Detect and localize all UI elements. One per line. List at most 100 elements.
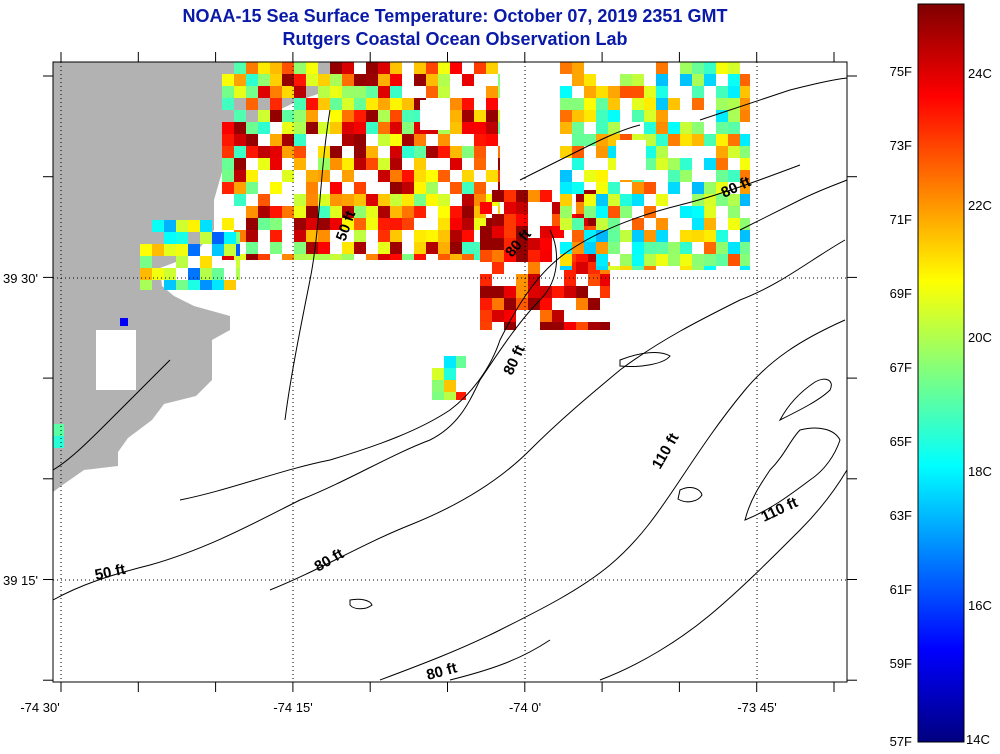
sst-pixel bbox=[176, 280, 188, 290]
sst-pixel bbox=[270, 98, 282, 110]
sst-pixel bbox=[668, 242, 680, 254]
sst-pixel bbox=[716, 230, 728, 242]
sst-pixel bbox=[704, 242, 716, 254]
sst-pixel bbox=[152, 244, 164, 256]
sst-pixel bbox=[294, 254, 306, 260]
sst-pixel bbox=[426, 146, 438, 158]
sst-pixel bbox=[222, 134, 234, 146]
sst-pixel bbox=[480, 238, 492, 250]
sst-pixel bbox=[140, 244, 152, 256]
sst-pixel bbox=[608, 218, 620, 230]
sst-pixel bbox=[608, 182, 620, 194]
sst-pixel bbox=[306, 74, 318, 86]
sst-pixel bbox=[576, 298, 588, 310]
sst-pixel bbox=[438, 194, 450, 206]
sst-pixel bbox=[402, 98, 414, 110]
sst-pixel bbox=[656, 98, 668, 110]
sst-pixel bbox=[588, 274, 600, 286]
colorbar-c-label: 24C bbox=[968, 66, 992, 81]
sst-pixel bbox=[462, 218, 474, 230]
sst-pixel bbox=[306, 182, 318, 194]
sst-pixel bbox=[596, 134, 608, 146]
sst-pixel bbox=[644, 134, 656, 146]
sst-pixel bbox=[270, 158, 282, 170]
sst-pixel bbox=[498, 182, 500, 194]
sst-pixel bbox=[258, 110, 270, 122]
sst-pixel bbox=[294, 230, 306, 242]
sst-pixel bbox=[258, 146, 270, 158]
sst-pixel bbox=[342, 98, 354, 110]
sst-pixel bbox=[318, 86, 330, 98]
sst-pixel bbox=[246, 134, 258, 146]
sst-pixel bbox=[516, 190, 528, 202]
sst-pixel bbox=[632, 86, 644, 98]
sst-pixel bbox=[270, 86, 282, 98]
sst-pixel bbox=[632, 182, 644, 194]
sst-pixel bbox=[596, 206, 608, 218]
sst-pixel bbox=[164, 232, 176, 244]
colorbar-f-labels: 75F 73F 71F 69F 67F 65F 63F 61F 59F 57F bbox=[890, 64, 912, 749]
sst-pixel bbox=[560, 146, 572, 158]
sst-pixel bbox=[258, 194, 270, 206]
sst-pixel bbox=[282, 254, 294, 260]
lat-label: 39 30' bbox=[3, 271, 38, 286]
sst-pixel bbox=[644, 146, 656, 158]
sst-pixel bbox=[224, 232, 236, 244]
sst-pixel bbox=[608, 206, 620, 218]
sst-pixel bbox=[596, 170, 608, 182]
sst-pixel bbox=[572, 146, 584, 158]
sst-pixel bbox=[608, 194, 620, 206]
sst-pixel bbox=[692, 98, 704, 110]
sst-pixel bbox=[584, 230, 596, 242]
sst-pixel bbox=[692, 254, 704, 266]
sst-pixel bbox=[444, 392, 456, 400]
sst-pixel bbox=[740, 182, 750, 194]
sst-pixel bbox=[236, 268, 240, 280]
sst-pixel bbox=[222, 218, 234, 230]
colorbar-f-label: 73F bbox=[890, 138, 912, 153]
sst-pixel bbox=[462, 242, 474, 254]
sst-pixel bbox=[270, 74, 282, 86]
sst-pixel bbox=[462, 122, 474, 134]
sst-pixel bbox=[492, 286, 504, 298]
sst-pixel bbox=[318, 158, 330, 170]
sst-pixel bbox=[318, 254, 330, 260]
sst-pixel bbox=[282, 74, 294, 86]
sst-pixel bbox=[668, 254, 680, 266]
sst-pixel bbox=[222, 98, 234, 110]
map-title: NOAA-15 Sea Surface Temperature: October… bbox=[182, 6, 728, 26]
sst-pixel bbox=[600, 322, 610, 330]
sst-pixel bbox=[572, 110, 584, 122]
sst-pixel bbox=[330, 194, 342, 206]
sst-pixel bbox=[462, 254, 474, 260]
sst-pixel bbox=[152, 220, 164, 232]
sst-pixel bbox=[516, 274, 528, 286]
sst-pixel bbox=[164, 280, 176, 290]
sst-pixel bbox=[330, 254, 342, 260]
sst-pixel bbox=[462, 74, 474, 86]
sst-pixel bbox=[414, 146, 426, 158]
sst-pixel bbox=[330, 110, 342, 122]
sst-pixel bbox=[486, 86, 498, 98]
sst-pixel bbox=[528, 286, 540, 298]
sst-pixel bbox=[306, 62, 318, 74]
sst-pixel bbox=[504, 238, 516, 250]
sst-pixel bbox=[200, 256, 212, 268]
sst-pixel bbox=[176, 232, 188, 244]
sst-pixel bbox=[342, 218, 354, 230]
sst-pixel bbox=[632, 218, 644, 230]
sst-pixel bbox=[282, 122, 294, 134]
sst-pixel bbox=[390, 242, 402, 254]
sst-pixel bbox=[402, 170, 414, 182]
sst-pixel bbox=[692, 230, 704, 242]
sst-pixel bbox=[354, 242, 366, 254]
sst-pixel bbox=[236, 256, 240, 268]
sst-pixel bbox=[318, 74, 330, 86]
sst-pixel bbox=[342, 110, 354, 122]
sst-pixel bbox=[632, 254, 644, 266]
sst-pixel bbox=[318, 170, 330, 182]
sst-pixel bbox=[234, 170, 246, 182]
sst-pixel bbox=[390, 74, 402, 86]
sst-pixel bbox=[492, 310, 504, 322]
